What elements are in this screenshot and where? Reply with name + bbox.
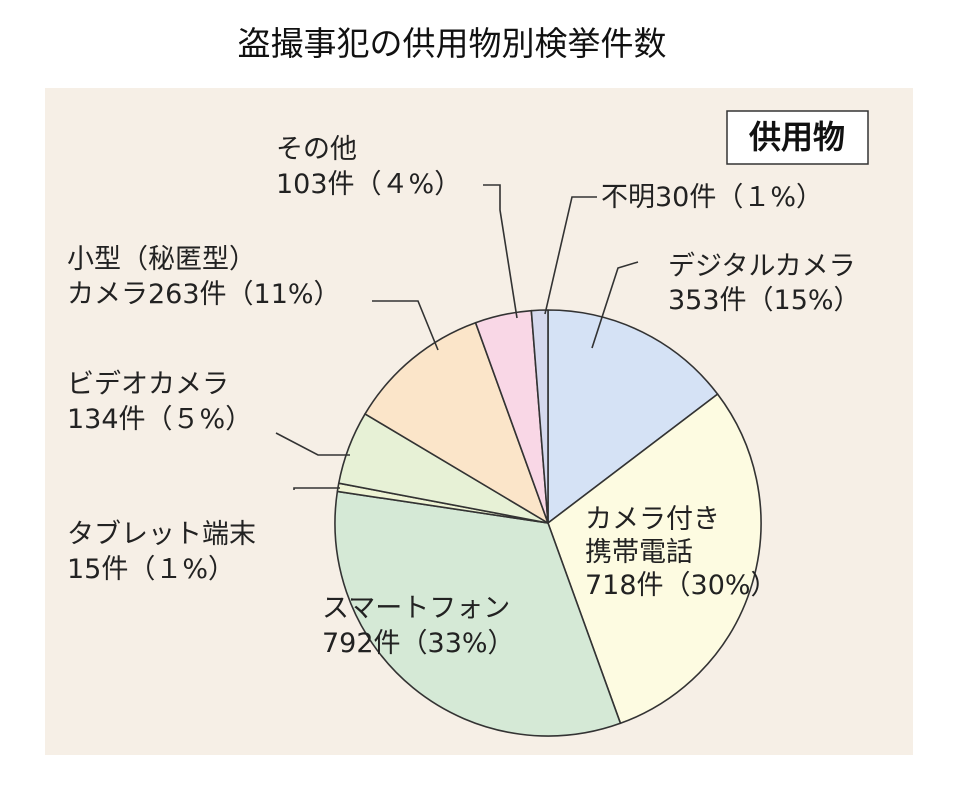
pie-slice-small-camera [364, 321, 549, 524]
slice-label-line: 103件（４%） [276, 169, 461, 200]
slice-label-line: 353件（15%） [668, 285, 861, 316]
slice-label-line: 134件（５%） [67, 404, 252, 435]
slice-label-line: カメラ263件（11%） [67, 279, 341, 310]
slice-label-tablet: タブレット端末 15件（１%） [67, 519, 256, 585]
slice-label-camera-phone: カメラ付き携帯電話 718件（30%） [585, 504, 778, 601]
leader-line-unknown [544, 196, 597, 315]
slice-label-line: その他 [276, 134, 357, 165]
slice-label-line: デジタルカメラ [668, 251, 856, 282]
slice-label-line: 携帯電話 [585, 537, 693, 568]
chart-title: 盗撮事犯の供用物別検挙件数 [238, 24, 667, 63]
pie-slice-camera-phone [547, 393, 762, 725]
slice-label-smartphone: スマートフォン 792件（33%） [322, 593, 515, 659]
slice-label-line: スマートフォン [322, 593, 510, 624]
leader-line-tablet [293, 487, 340, 490]
legend-title: 供用物 [749, 118, 845, 156]
slice-label-line: 792件（33%） [322, 628, 515, 659]
slice-label-small-camera: 小型（秘匿型） カメラ263件（11%） [67, 244, 341, 310]
leader-lines [275, 184, 639, 490]
slice-label-line: タブレット端末 [67, 519, 256, 550]
slice-label-line: 小型（秘匿型） [67, 244, 256, 275]
slice-label-digital-camera: デジタルカメラ 353件（15%） [668, 251, 861, 316]
pie-slice-unknown [530, 309, 549, 524]
slice-label-line: カメラ付き [585, 504, 720, 535]
legend-box: 供用物 [726, 110, 869, 165]
slice-label-line: 不明30件（１%） [601, 182, 823, 213]
leader-line-small-camera [372, 300, 439, 351]
slice-label-video-camera: ビデオカメラ 134件（５%） [67, 369, 252, 435]
pie-slice-digital-camera [547, 309, 719, 524]
slice-label-other: その他 103件（４%） [276, 134, 461, 200]
slice-label-line: 718件（30%） [585, 570, 778, 601]
slice-label-line: ビデオカメラ [67, 369, 229, 400]
slice-label-line: 15件（１%） [67, 554, 235, 585]
slice-label-unknown: 不明30件（１%） [601, 182, 823, 213]
pie-slices [334, 309, 762, 737]
slice-labels: デジタルカメラ 353件（15%） カメラ付き携帯電話 718件（30%） スマートフォ… [67, 134, 861, 659]
leader-line-digital-camera [591, 261, 639, 349]
pie-slice-smartphone [334, 490, 622, 737]
leader-line-other [483, 184, 518, 319]
leader-line-video-camera [275, 432, 350, 456]
